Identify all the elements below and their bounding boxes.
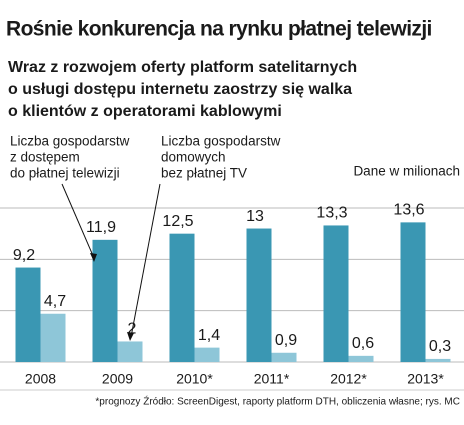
x-tick-label: 2010* (176, 371, 213, 387)
value-label: 13,3 (316, 205, 347, 222)
value-label: 13 (246, 208, 264, 225)
annotation: do płatnej telewizji (10, 166, 120, 181)
footnote: *prognozy Źródło: ScreenDigest, raporty … (95, 395, 460, 408)
x-tick-label: 2008 (25, 371, 56, 387)
bar (348, 355, 374, 362)
annotation: z dostępem (10, 150, 80, 165)
annotation-arrow (61, 183, 95, 259)
bar (323, 225, 349, 362)
arrow-head (90, 253, 97, 262)
value-label: 12,5 (162, 213, 193, 230)
subtitle-line: o usługi dostępu internetu zaostrzy się … (8, 81, 352, 98)
annotation-arrow (130, 183, 161, 338)
value-label: 4,7 (44, 293, 66, 310)
value-label: 1,4 (198, 327, 220, 344)
value-label: 11,9 (86, 219, 116, 236)
x-tick-label: 2009 (102, 371, 133, 387)
x-tick-label: 2011* (254, 371, 290, 387)
annotation: bez płatnej TV (161, 166, 247, 181)
x-tick-label: 2012* (330, 371, 367, 387)
bar (271, 352, 297, 362)
bar (425, 358, 451, 362)
bar (194, 347, 220, 362)
chart-title: Rośnie konkurencja na rynku płatnej tele… (6, 18, 432, 41)
annotation: domowych (161, 150, 226, 165)
plot: 20089,24,7200911,922010*12,51,42011*130,… (0, 202, 464, 387)
arrow-head (127, 332, 134, 341)
annotation: Liczba gospodarstw (10, 134, 130, 149)
bar (169, 233, 195, 362)
unit-note: Dane w milionach (353, 164, 460, 179)
bar (15, 267, 41, 362)
annotation: Liczba gospodarstw (161, 134, 281, 149)
subtitle-line: o klientów z operatorami kablowymi (8, 103, 282, 120)
bar (400, 222, 426, 362)
value-label: 9,2 (13, 247, 35, 264)
bar (246, 228, 272, 362)
value-label: 0,3 (429, 338, 451, 355)
value-label: 0,6 (352, 335, 374, 352)
bar (117, 341, 143, 362)
bar (40, 313, 66, 362)
value-label: 0,9 (275, 332, 297, 349)
bar (92, 239, 118, 362)
subtitle-line: Wraz z rozwojem oferty platform satelita… (8, 59, 357, 76)
x-tick-label: 2013* (407, 371, 444, 387)
value-label: 13,6 (393, 202, 424, 219)
